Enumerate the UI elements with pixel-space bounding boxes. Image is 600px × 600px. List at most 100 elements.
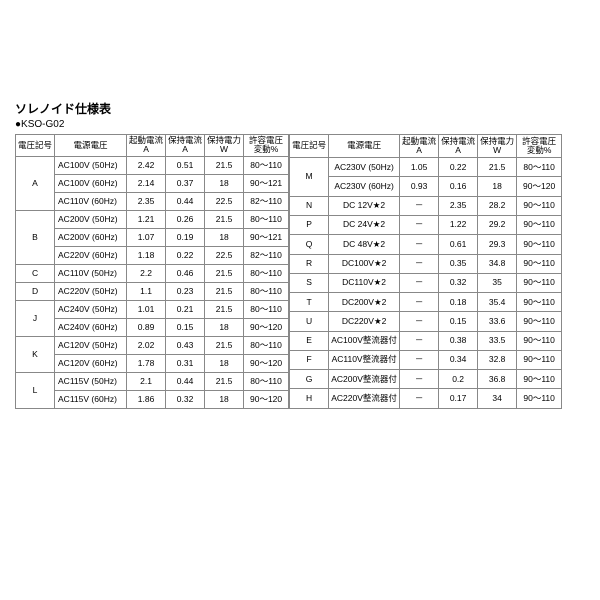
val-cell: 21.5 (205, 372, 244, 390)
voltage-cell: AC220V (60Hz) (55, 246, 127, 264)
header-row: 電圧記号電源電圧起動電流A保持電流A保持電力W許容電圧変動% (290, 135, 562, 158)
val-cell: － (400, 350, 439, 369)
table-row: UDC220V★2－0.1533.690～110 (290, 312, 562, 331)
voltage-cell: AC230V (60Hz) (329, 177, 400, 196)
table-row: PDC 24V★2－1.2229.290～110 (290, 216, 562, 235)
voltage-cell: DC200V★2 (329, 293, 400, 312)
voltage-cell: DC 24V★2 (329, 216, 400, 235)
val-cell: 18 (205, 390, 244, 408)
val-cell: 0.32 (166, 390, 205, 408)
val-cell: 90～110 (517, 331, 562, 350)
code-cell: Q (290, 235, 329, 254)
val-cell: 0.44 (166, 192, 205, 210)
voltage-cell: AC230V (50Hz) (329, 158, 400, 177)
col-header: 許容電圧変動% (517, 135, 562, 158)
val-cell: 21.5 (205, 210, 244, 228)
voltage-cell: AC200V (60Hz) (55, 228, 127, 246)
table-row: CAC110V (50Hz)2.20.4621.580～110 (16, 264, 289, 282)
val-cell: 18 (205, 318, 244, 336)
voltage-cell: DC 48V★2 (329, 235, 400, 254)
val-cell: － (400, 370, 439, 389)
voltage-cell: DC220V★2 (329, 312, 400, 331)
voltage-cell: AC110V整流器付 (329, 350, 400, 369)
code-cell: R (290, 254, 329, 273)
voltage-cell: AC115V (50Hz) (55, 372, 127, 390)
voltage-cell: AC200V (50Hz) (55, 210, 127, 228)
voltage-cell: DC100V★2 (329, 254, 400, 273)
val-cell: 90～110 (517, 273, 562, 292)
table-row: LAC115V (50Hz)2.10.4421.580～110 (16, 372, 289, 390)
val-cell: 18 (478, 177, 517, 196)
val-cell: 0.38 (439, 331, 478, 350)
val-cell: 0.34 (439, 350, 478, 369)
table-row: GAC200V整流器付－0.236.890～110 (290, 370, 562, 389)
val-cell: 1.07 (127, 228, 166, 246)
val-cell: 29.3 (478, 235, 517, 254)
table-row: AC220V (60Hz)1.180.2222.582～110 (16, 246, 289, 264)
voltage-cell: AC200V整流器付 (329, 370, 400, 389)
val-cell: 32.8 (478, 350, 517, 369)
val-cell: 0.89 (127, 318, 166, 336)
code-cell: C (16, 264, 55, 282)
val-cell: 0.37 (166, 174, 205, 192)
val-cell: 90～120 (517, 177, 562, 196)
val-cell: 21.5 (205, 300, 244, 318)
voltage-cell: AC115V (60Hz) (55, 390, 127, 408)
val-cell: 0.19 (166, 228, 205, 246)
val-cell: 90～110 (517, 254, 562, 273)
voltage-cell: AC220V整流器付 (329, 389, 400, 408)
val-cell: 90～121 (244, 228, 289, 246)
val-cell: 36.8 (478, 370, 517, 389)
table-row: RDC100V★2－0.3534.890～110 (290, 254, 562, 273)
val-cell: 0.22 (439, 158, 478, 177)
table-row: QDC 48V★2－0.6129.390～110 (290, 235, 562, 254)
code-cell: K (16, 336, 55, 372)
page: ソレノイド仕様表 ●KSO-G02 電圧記号電源電圧起動電流A保持電流A保持電力… (0, 0, 600, 409)
val-cell: 90～110 (517, 389, 562, 408)
col-header: 許容電圧変動% (244, 135, 289, 157)
voltage-cell: AC240V (50Hz) (55, 300, 127, 318)
val-cell: 21.5 (205, 336, 244, 354)
val-cell: 21.5 (205, 282, 244, 300)
voltage-cell: AC100V整流器付 (329, 331, 400, 350)
val-cell: 0.51 (166, 156, 205, 174)
val-cell: 2.02 (127, 336, 166, 354)
voltage-cell: AC100V (50Hz) (55, 156, 127, 174)
val-cell: － (400, 235, 439, 254)
code-cell: B (16, 210, 55, 264)
code-cell: U (290, 312, 329, 331)
voltage-cell: AC110V (50Hz) (55, 264, 127, 282)
val-cell: 28.2 (478, 196, 517, 215)
voltage-cell: DC 12V★2 (329, 196, 400, 215)
val-cell: 21.5 (205, 156, 244, 174)
val-cell: 1.18 (127, 246, 166, 264)
code-cell: E (290, 331, 329, 350)
col-header: 電源電圧 (55, 135, 127, 157)
val-cell: 18 (205, 228, 244, 246)
val-cell: － (400, 389, 439, 408)
table-subtitle: ●KSO-G02 (15, 119, 585, 130)
val-cell: － (400, 196, 439, 215)
code-cell: H (290, 389, 329, 408)
val-cell: 0.44 (166, 372, 205, 390)
val-cell: 35 (478, 273, 517, 292)
table-row: FAC110V整流器付－0.3432.890～110 (290, 350, 562, 369)
val-cell: 0.43 (166, 336, 205, 354)
table-row: EAC100V整流器付－0.3833.590～110 (290, 331, 562, 350)
table-row: AC200V (60Hz)1.070.191890～121 (16, 228, 289, 246)
tables-wrap: 電圧記号電源電圧起動電流A保持電流A保持電力W許容電圧変動%AAC100V (5… (15, 134, 585, 409)
val-cell: 0.17 (439, 389, 478, 408)
val-cell: 0.2 (439, 370, 478, 389)
val-cell: 18 (205, 354, 244, 372)
col-header: 保持電流A (166, 135, 205, 157)
val-cell: 1.22 (439, 216, 478, 235)
voltage-cell: DC110V★2 (329, 273, 400, 292)
val-cell: － (400, 293, 439, 312)
val-cell: 0.32 (439, 273, 478, 292)
val-cell: 90～110 (517, 350, 562, 369)
table-row: AC115V (60Hz)1.860.321890～120 (16, 390, 289, 408)
val-cell: 90～120 (244, 390, 289, 408)
table-title: ソレノイド仕様表 (15, 100, 585, 117)
val-cell: 80～110 (244, 300, 289, 318)
code-cell: J (16, 300, 55, 336)
